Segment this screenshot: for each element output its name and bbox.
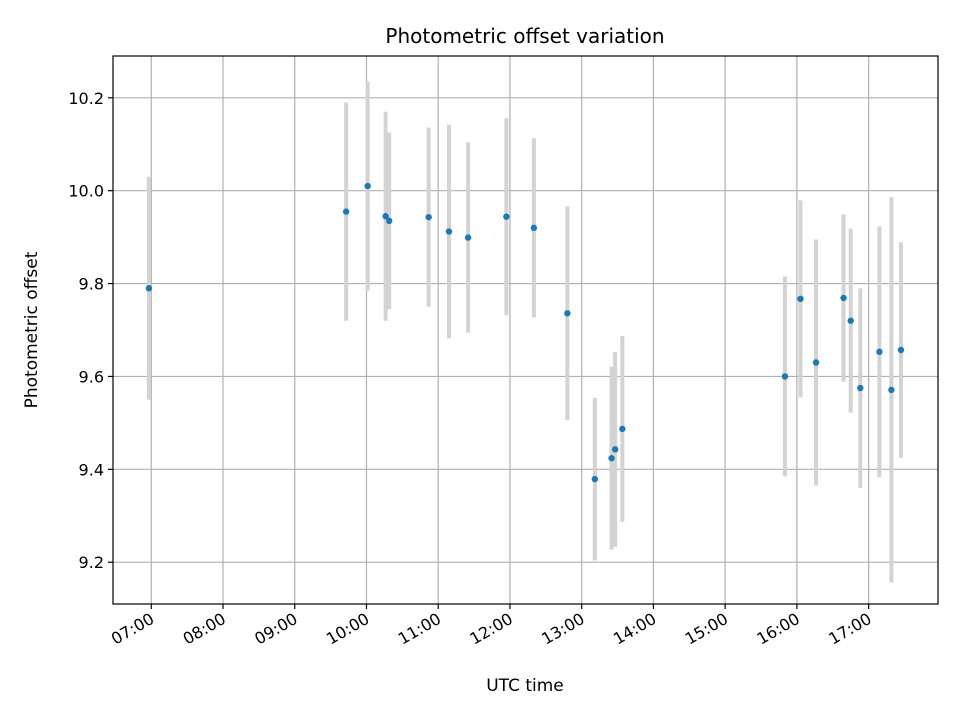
data-point (608, 455, 614, 461)
data-point (612, 446, 618, 452)
data-point (503, 213, 509, 219)
data-point (876, 349, 882, 355)
y-tick-label: 9.4 (79, 460, 104, 479)
data-point (813, 359, 819, 365)
y-tick-label: 9.6 (79, 367, 104, 386)
y-tick-label: 10.0 (68, 182, 104, 201)
data-point (386, 218, 392, 224)
data-point (592, 476, 598, 482)
data-point (531, 225, 537, 231)
data-point (857, 385, 863, 391)
data-point (848, 318, 854, 324)
x-axis-label: UTC time (486, 676, 564, 696)
data-point (425, 214, 431, 220)
data-point (898, 347, 904, 353)
data-point (797, 296, 803, 302)
y-tick-label: 9.8 (79, 275, 104, 294)
data-point (146, 285, 152, 291)
chart-title: Photometric offset variation (385, 24, 664, 48)
y-tick-label: 10.2 (68, 89, 104, 108)
data-point (343, 208, 349, 214)
data-point (840, 295, 846, 301)
data-point (465, 234, 471, 240)
data-point (564, 310, 570, 316)
data-point (782, 373, 788, 379)
data-point (619, 426, 625, 432)
data-point (888, 387, 894, 393)
data-point (364, 183, 370, 189)
data-point (446, 228, 452, 234)
y-tick-label: 9.2 (79, 553, 104, 572)
y-axis-label: Photometric offset (22, 251, 42, 408)
